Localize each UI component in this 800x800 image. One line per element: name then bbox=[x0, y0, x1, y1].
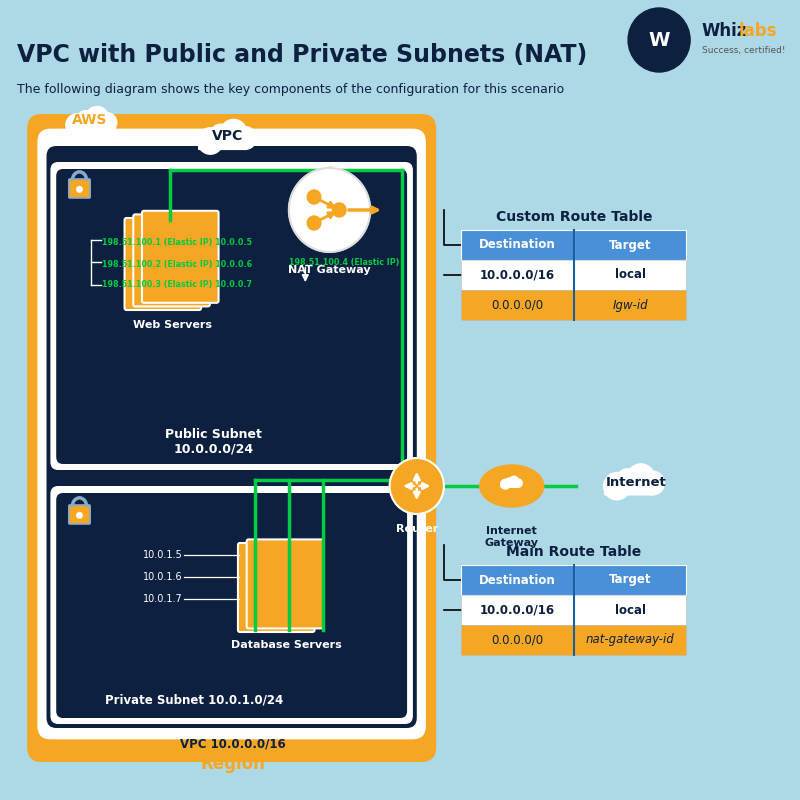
Text: Main Route Table: Main Route Table bbox=[506, 545, 642, 559]
Text: 198.51.100.3 (Elastic IP) 10.0.0.7: 198.51.100.3 (Elastic IP) 10.0.0.7 bbox=[102, 281, 252, 290]
Circle shape bbox=[198, 128, 223, 154]
FancyBboxPatch shape bbox=[462, 230, 574, 260]
Text: Public Subnet
10.0.0.0/24: Public Subnet 10.0.0.0/24 bbox=[165, 428, 262, 456]
Circle shape bbox=[501, 479, 510, 489]
FancyBboxPatch shape bbox=[125, 218, 201, 310]
FancyBboxPatch shape bbox=[50, 486, 413, 724]
Circle shape bbox=[66, 114, 88, 137]
Text: 10.0.1.5: 10.0.1.5 bbox=[142, 550, 182, 560]
Text: 10.0.1.6: 10.0.1.6 bbox=[142, 572, 182, 582]
Text: VPC with Public and Private Subnets (NAT): VPC with Public and Private Subnets (NAT… bbox=[18, 43, 588, 67]
FancyBboxPatch shape bbox=[574, 230, 686, 260]
Ellipse shape bbox=[480, 465, 544, 507]
Circle shape bbox=[220, 119, 247, 147]
Text: Igw-id: Igw-id bbox=[612, 298, 648, 311]
Text: Destination: Destination bbox=[479, 574, 556, 586]
FancyBboxPatch shape bbox=[238, 543, 314, 632]
FancyBboxPatch shape bbox=[67, 121, 107, 133]
Text: VPC: VPC bbox=[212, 129, 243, 143]
Text: Private Subnet 10.0.1.0/24: Private Subnet 10.0.1.0/24 bbox=[105, 694, 283, 706]
Circle shape bbox=[642, 471, 664, 495]
FancyBboxPatch shape bbox=[574, 565, 686, 595]
Circle shape bbox=[289, 168, 370, 252]
Text: VPC 10.0.0.0/16: VPC 10.0.0.0/16 bbox=[180, 738, 286, 750]
FancyBboxPatch shape bbox=[56, 169, 407, 464]
FancyBboxPatch shape bbox=[38, 130, 425, 738]
FancyBboxPatch shape bbox=[462, 565, 574, 595]
Text: 0.0.0.0/0: 0.0.0.0/0 bbox=[491, 298, 544, 311]
Text: Availability Zone A: Availability Zone A bbox=[170, 698, 294, 710]
FancyBboxPatch shape bbox=[246, 539, 323, 629]
Circle shape bbox=[509, 476, 519, 486]
Circle shape bbox=[77, 110, 96, 130]
Text: The following diagram shows the key components of the configuration for this sce: The following diagram shows the key comp… bbox=[18, 83, 565, 97]
FancyBboxPatch shape bbox=[46, 146, 417, 728]
FancyBboxPatch shape bbox=[198, 136, 246, 150]
Text: Custom Route Table: Custom Route Table bbox=[495, 210, 652, 224]
Text: AWS: AWS bbox=[71, 113, 107, 127]
FancyBboxPatch shape bbox=[462, 625, 574, 655]
Text: NAT Gateway: NAT Gateway bbox=[288, 265, 371, 275]
Circle shape bbox=[307, 216, 321, 230]
FancyBboxPatch shape bbox=[134, 214, 210, 306]
Text: Destination: Destination bbox=[479, 238, 556, 251]
Text: 198.51.100.1 (Elastic IP) 10.0.0.5: 198.51.100.1 (Elastic IP) 10.0.0.5 bbox=[102, 238, 252, 247]
Text: Internet
Gateway: Internet Gateway bbox=[485, 526, 538, 547]
Text: Internet: Internet bbox=[606, 475, 666, 489]
Circle shape bbox=[604, 473, 630, 500]
Text: Success, certified!: Success, certified! bbox=[702, 46, 786, 54]
FancyBboxPatch shape bbox=[574, 290, 686, 320]
FancyBboxPatch shape bbox=[574, 595, 686, 625]
Text: 198.51.100.4 (Elastic IP): 198.51.100.4 (Elastic IP) bbox=[289, 258, 399, 267]
Circle shape bbox=[390, 458, 444, 514]
Text: Database Servers: Database Servers bbox=[230, 640, 342, 650]
Circle shape bbox=[514, 479, 522, 487]
Text: Region: Region bbox=[200, 755, 265, 773]
FancyBboxPatch shape bbox=[142, 210, 218, 302]
FancyBboxPatch shape bbox=[18, 110, 444, 770]
Text: labs: labs bbox=[738, 22, 777, 40]
FancyBboxPatch shape bbox=[50, 162, 413, 470]
Text: 10.0.0.0/16: 10.0.0.0/16 bbox=[480, 269, 555, 282]
FancyBboxPatch shape bbox=[462, 595, 574, 625]
Text: Whiz: Whiz bbox=[702, 22, 747, 40]
FancyBboxPatch shape bbox=[574, 625, 686, 655]
Text: Router: Router bbox=[396, 524, 438, 534]
Circle shape bbox=[616, 469, 639, 492]
Circle shape bbox=[77, 186, 82, 192]
Text: local: local bbox=[614, 603, 646, 617]
Text: W: W bbox=[648, 30, 670, 50]
FancyBboxPatch shape bbox=[27, 114, 436, 762]
Circle shape bbox=[77, 513, 82, 518]
Text: nat-gateway-id: nat-gateway-id bbox=[586, 634, 674, 646]
Circle shape bbox=[234, 126, 256, 150]
FancyBboxPatch shape bbox=[56, 493, 407, 718]
Circle shape bbox=[627, 464, 654, 492]
Text: 10.0.0.0/16: 10.0.0.0/16 bbox=[480, 603, 555, 617]
Circle shape bbox=[505, 478, 514, 486]
Text: 10.0.1.7: 10.0.1.7 bbox=[142, 594, 182, 604]
FancyBboxPatch shape bbox=[69, 179, 90, 198]
FancyBboxPatch shape bbox=[462, 290, 574, 320]
Text: local: local bbox=[614, 269, 646, 282]
Circle shape bbox=[210, 124, 232, 147]
Circle shape bbox=[628, 8, 690, 72]
FancyBboxPatch shape bbox=[605, 482, 653, 495]
Circle shape bbox=[86, 106, 109, 130]
Text: Target: Target bbox=[609, 574, 651, 586]
Circle shape bbox=[307, 190, 321, 204]
Text: Web Servers: Web Servers bbox=[133, 320, 212, 330]
Text: 198.51.100.2 (Elastic IP) 10.0.0.6: 198.51.100.2 (Elastic IP) 10.0.0.6 bbox=[102, 259, 252, 269]
FancyBboxPatch shape bbox=[501, 482, 518, 487]
FancyBboxPatch shape bbox=[462, 260, 574, 290]
Circle shape bbox=[333, 203, 346, 217]
Text: Target: Target bbox=[609, 238, 651, 251]
Text: 0.0.0.0/0: 0.0.0.0/0 bbox=[491, 634, 544, 646]
FancyBboxPatch shape bbox=[69, 505, 90, 524]
FancyBboxPatch shape bbox=[574, 260, 686, 290]
Circle shape bbox=[98, 113, 117, 133]
